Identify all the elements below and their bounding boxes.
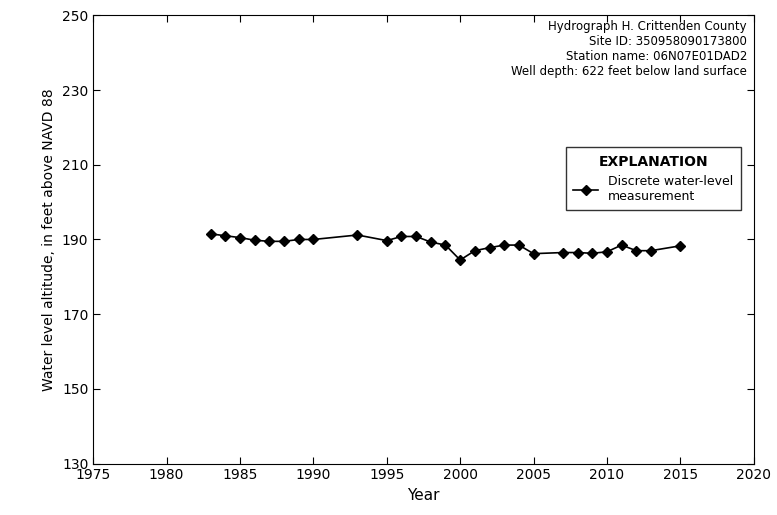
- Legend: Discrete water-level
measurement: Discrete water-level measurement: [566, 147, 740, 211]
- X-axis label: Year: Year: [407, 488, 440, 503]
- Text: Hydrograph H. Crittenden County
Site ID: 350958090173800
Station name: 06N07E01D: Hydrograph H. Crittenden County Site ID:…: [511, 20, 747, 78]
- Y-axis label: Water level altitude, in feet above NAVD 88: Water level altitude, in feet above NAVD…: [42, 88, 56, 391]
